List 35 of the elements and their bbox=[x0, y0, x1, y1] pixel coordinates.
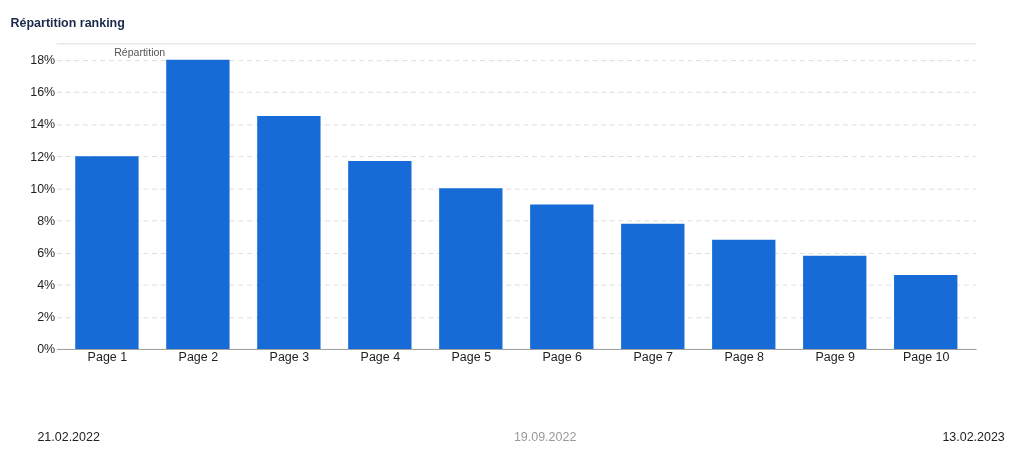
y-tick-label: 0% bbox=[37, 342, 56, 357]
y-tick-label: 10% bbox=[30, 181, 56, 196]
bar bbox=[439, 188, 503, 349]
bar bbox=[348, 161, 412, 349]
text: 21.02.2022 bbox=[37, 430, 100, 445]
x-tick-label: Page 6 bbox=[542, 349, 583, 364]
y-tick-label: 2% bbox=[37, 310, 56, 325]
y-tick-label: 6% bbox=[37, 245, 56, 260]
bar bbox=[712, 239, 776, 349]
annotation: Répartition bbox=[114, 46, 166, 59]
bar bbox=[530, 204, 594, 349]
x-tick-label: Page 8 bbox=[724, 349, 765, 364]
y-tick-label: 16% bbox=[30, 85, 56, 100]
text: 13.02.2023 bbox=[942, 430, 1005, 445]
bar bbox=[75, 156, 139, 349]
text: 19.09.2022 bbox=[513, 430, 577, 445]
bar bbox=[803, 255, 867, 349]
x-tick-label: Page 5 bbox=[451, 349, 492, 364]
x-tick-label: Page 2 bbox=[178, 349, 219, 364]
bar bbox=[166, 59, 230, 349]
chart-title: Répartition ranking bbox=[10, 15, 125, 30]
x-tick-label: Page 3 bbox=[269, 349, 310, 364]
bar bbox=[894, 275, 958, 349]
y-tick-label: 8% bbox=[37, 213, 56, 228]
bar bbox=[621, 223, 685, 349]
x-tick-label: Page 1 bbox=[87, 349, 128, 364]
bar bbox=[257, 116, 321, 349]
x-tick-label: Page 9 bbox=[815, 349, 856, 364]
x-tick-label: Page 4 bbox=[360, 349, 401, 364]
y-tick-label: 14% bbox=[30, 117, 56, 132]
x-tick-label: Page 7 bbox=[633, 349, 674, 364]
y-tick-label: 4% bbox=[37, 278, 56, 293]
x-tick-label: Page 10 bbox=[902, 349, 950, 364]
y-tick-label: 12% bbox=[30, 149, 56, 164]
y-tick-label: 18% bbox=[30, 53, 56, 68]
